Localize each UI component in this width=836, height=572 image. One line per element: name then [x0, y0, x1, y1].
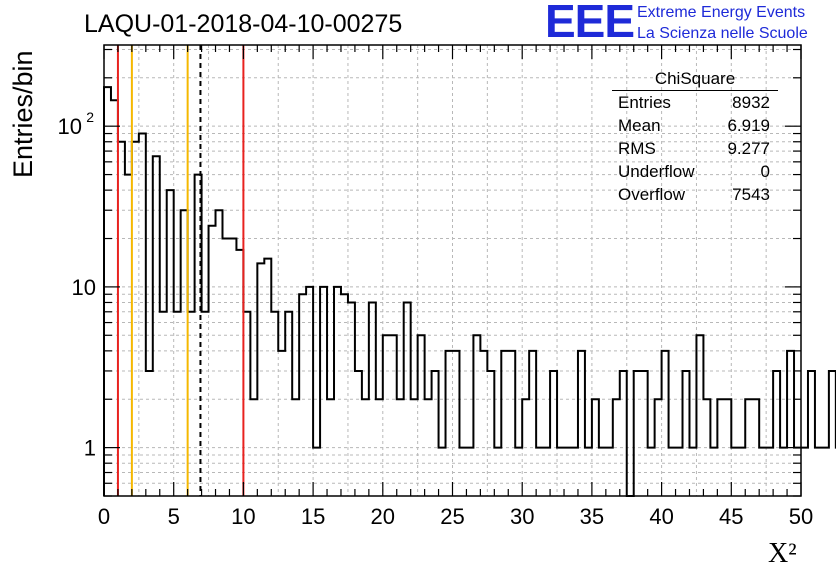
- stats-value: 0: [760, 162, 770, 181]
- stats-key: RMS: [618, 139, 656, 158]
- logo-line-1: Extreme Energy Events: [637, 4, 806, 21]
- eee-logo-mark: EEE: [545, 0, 635, 47]
- stats-key: Entries: [618, 93, 671, 112]
- histogram-steps: [103, 86, 836, 497]
- stats-key: Underflow: [618, 162, 695, 181]
- stats-value: 9.277: [727, 139, 770, 158]
- histogram-series: [103, 86, 836, 497]
- stats-row-entries: Entries 8932: [612, 91, 778, 114]
- stats-row-mean: Mean 6.919: [612, 114, 778, 137]
- stats-row-overflow: Overflow 7543: [612, 183, 778, 206]
- chart-title: LAQU-01-2018-04-10-00275: [84, 10, 403, 38]
- y-tick-label: 10: [72, 275, 96, 300]
- stats-value: 7543: [732, 185, 770, 204]
- x-tick-label: 50: [789, 504, 813, 529]
- logo-line-2: La Scienza nelle Scuole: [637, 25, 808, 42]
- x-tick-label: 40: [649, 504, 673, 529]
- x-tick-label: 30: [510, 504, 534, 529]
- y-tick-label: 10: [58, 114, 82, 139]
- eee-logo: EEE Extreme Energy Events La Scienza nel…: [545, 0, 835, 48]
- y-axis-label: Entries/bin: [8, 50, 38, 178]
- x-tick-label: 0: [98, 504, 110, 529]
- x-axis-label: X²: [768, 538, 797, 569]
- stats-key: Overflow: [618, 185, 686, 204]
- stats-row-underflow: Underflow 0: [612, 160, 778, 183]
- x-tick-label: 5: [168, 504, 180, 529]
- x-tick-label: 15: [301, 504, 325, 529]
- y-tick-label: 1: [84, 436, 96, 461]
- stats-row-rms: RMS 9.277: [612, 137, 778, 160]
- stats-box: ChiSquare Entries 8932 Mean 6.919 RMS 9.…: [612, 68, 778, 206]
- stats-title: ChiSquare: [612, 68, 778, 91]
- x-tick-label: 35: [580, 504, 604, 529]
- stats-value: 8932: [732, 93, 770, 112]
- stats-key: Mean: [618, 116, 661, 135]
- y-tick-label-exponent: 2: [86, 109, 94, 125]
- axis-ticks: [103, 45, 802, 497]
- stats-value: 6.919: [727, 116, 770, 135]
- x-tick-label: 10: [231, 504, 255, 529]
- x-tick-label: 25: [440, 504, 464, 529]
- x-tick-label: 45: [719, 504, 743, 529]
- reference-lines: [116, 45, 245, 496]
- x-tick-label: 20: [371, 504, 395, 529]
